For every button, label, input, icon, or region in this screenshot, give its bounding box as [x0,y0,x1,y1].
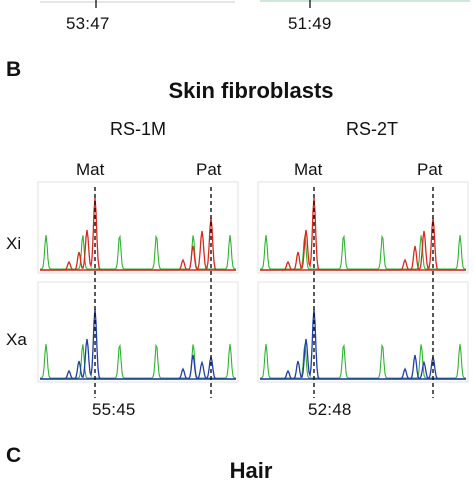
ratio-top-right: 51:49 [288,14,332,33]
panel-letter-c: C [6,444,22,467]
sample-label-left: RS-1M [110,119,167,139]
panel-letter-b: B [6,58,22,81]
trace-box-xi-right [257,181,469,274]
mat-label-right: Mat [294,160,323,179]
panel-c-title: Hair [229,458,273,483]
ratio-right: 52:48 [308,400,352,419]
row-label-xa: Xa [6,330,27,349]
pat-label-left: Pat [196,160,222,179]
trace-box-xa-left [37,281,239,383]
mat-label-left: Mat [76,160,105,179]
trace-box-xa-right [257,281,469,383]
figure-graphics [37,0,470,398]
ratio-left: 55:45 [92,400,136,419]
row-label-xi: Xi [6,234,22,253]
pat-label-right: Pat [417,160,443,179]
ratio-top-left: 53:47 [66,14,110,33]
panel-b-title: Skin fibroblasts [168,78,334,103]
sample-label-right: RS-2T [346,119,399,139]
